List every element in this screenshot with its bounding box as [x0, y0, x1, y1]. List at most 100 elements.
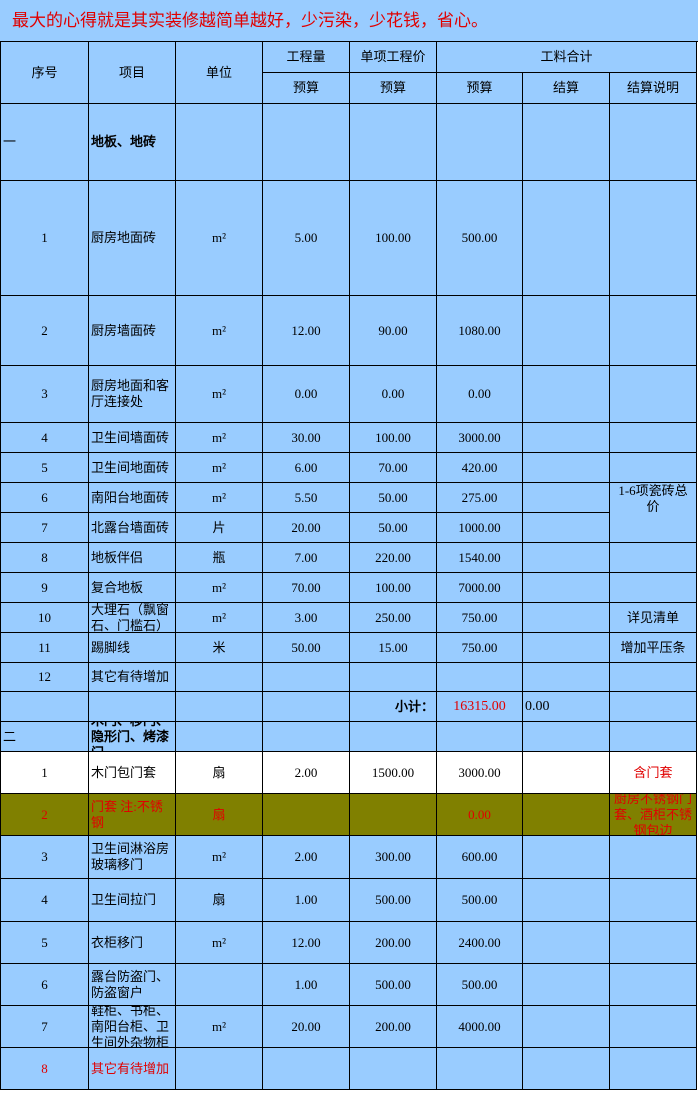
cell [263, 692, 350, 722]
cell-price: 15.00 [350, 633, 437, 663]
cell-qty: 5.00 [263, 181, 350, 296]
cell-unit: m² [176, 181, 263, 296]
cell [610, 722, 697, 752]
header-cell: 预算 [350, 73, 437, 104]
cell-price: 100.00 [350, 423, 437, 453]
cell [263, 663, 350, 692]
header-cell: 预算 [437, 73, 523, 104]
cell-note: 1-6项瓷砖总价 [610, 483, 697, 543]
cell-no: 8 [0, 1048, 89, 1090]
cell-item: 地板伴侣 [89, 543, 176, 573]
cell-price: 200.00 [350, 922, 437, 964]
cell-budget: 3000.00 [437, 752, 523, 794]
cell-qty: 3.00 [263, 603, 350, 633]
cell [610, 543, 697, 573]
cell-qty: 5.50 [263, 483, 350, 513]
cell-unit: 扇 [176, 794, 263, 836]
subtotal-settle: 0.00 [523, 692, 610, 722]
cell [523, 1006, 610, 1048]
cell [437, 722, 523, 752]
cell [176, 692, 263, 722]
cell [610, 879, 697, 922]
cell-price: 100.00 [350, 181, 437, 296]
cell-no: 2 [0, 794, 89, 836]
header-cell: 工料合计 [437, 42, 697, 73]
cell [610, 423, 697, 453]
cell-price: 50.00 [350, 513, 437, 543]
cell-item: 露台防盗门、防盗窗户 [89, 964, 176, 1006]
cell [523, 296, 610, 366]
cell-unit: m² [176, 922, 263, 964]
cell-budget: 4000.00 [437, 1006, 523, 1048]
cell [610, 296, 697, 366]
cell [523, 879, 610, 922]
section-name: 木门、移门、隐形门、烤漆门 [89, 722, 176, 752]
cell-budget: 750.00 [437, 633, 523, 663]
cell-no: 12 [0, 663, 89, 692]
cell [350, 104, 437, 181]
cell [610, 573, 697, 603]
cell [610, 453, 697, 483]
cell-unit: m² [176, 836, 263, 879]
cell [523, 964, 610, 1006]
cell [610, 836, 697, 879]
cell [523, 543, 610, 573]
cell [523, 836, 610, 879]
cell-price: 1500.00 [350, 752, 437, 794]
cell [350, 1048, 437, 1090]
cell [89, 692, 176, 722]
cell-budget: 420.00 [437, 453, 523, 483]
cell [350, 794, 437, 836]
cell [523, 603, 610, 633]
cell-budget: 2400.00 [437, 922, 523, 964]
cell-qty: 70.00 [263, 573, 350, 603]
cell [176, 663, 263, 692]
cell [523, 423, 610, 453]
cell-item: 卫生间墙面砖 [89, 423, 176, 453]
cell-budget: 750.00 [437, 603, 523, 633]
cell-qty: 6.00 [263, 453, 350, 483]
title: 最大的心得就是其实装修越简单越好，少污染，少花钱，省心。 [0, 0, 698, 42]
cell-item: 其它有待增加 [89, 1048, 176, 1090]
cell [176, 964, 263, 1006]
cell [0, 692, 89, 722]
cell-item: 厨房地面砖 [89, 181, 176, 296]
cell [610, 1048, 697, 1090]
cell-qty: 7.00 [263, 543, 350, 573]
cell [263, 722, 350, 752]
cell-budget: 500.00 [437, 181, 523, 296]
cell-unit: m² [176, 573, 263, 603]
cell-no: 7 [0, 1006, 89, 1048]
cell [610, 692, 697, 722]
header-cell: 序号 [0, 42, 89, 104]
cell [263, 1048, 350, 1090]
cell [523, 366, 610, 423]
header-cell: 预算 [263, 73, 350, 104]
cell-budget: 7000.00 [437, 573, 523, 603]
cell-qty: 20.00 [263, 513, 350, 543]
header-cell: 结算 [523, 73, 610, 104]
cell-budget: 0.00 [437, 794, 523, 836]
cell-price: 300.00 [350, 836, 437, 879]
section-name: 地板、地砖 [89, 104, 176, 181]
cell-qty: 12.00 [263, 296, 350, 366]
cell-no: 3 [0, 366, 89, 423]
cell [523, 633, 610, 663]
cell [523, 453, 610, 483]
cell-price: 250.00 [350, 603, 437, 633]
cell-item: 衣柜移门 [89, 922, 176, 964]
cell [523, 483, 610, 513]
cell-price: 90.00 [350, 296, 437, 366]
cell-qty: 1.00 [263, 964, 350, 1006]
cell [263, 104, 350, 181]
cell-price: 220.00 [350, 543, 437, 573]
cell [610, 663, 697, 692]
cell [523, 104, 610, 181]
cell-no: 4 [0, 423, 89, 453]
cell-qty: 2.00 [263, 836, 350, 879]
cell [610, 181, 697, 296]
cell-item: 南阳台地面砖 [89, 483, 176, 513]
cell-item: 厨房地面和客厅连接处 [89, 366, 176, 423]
cell [610, 922, 697, 964]
cell [437, 104, 523, 181]
